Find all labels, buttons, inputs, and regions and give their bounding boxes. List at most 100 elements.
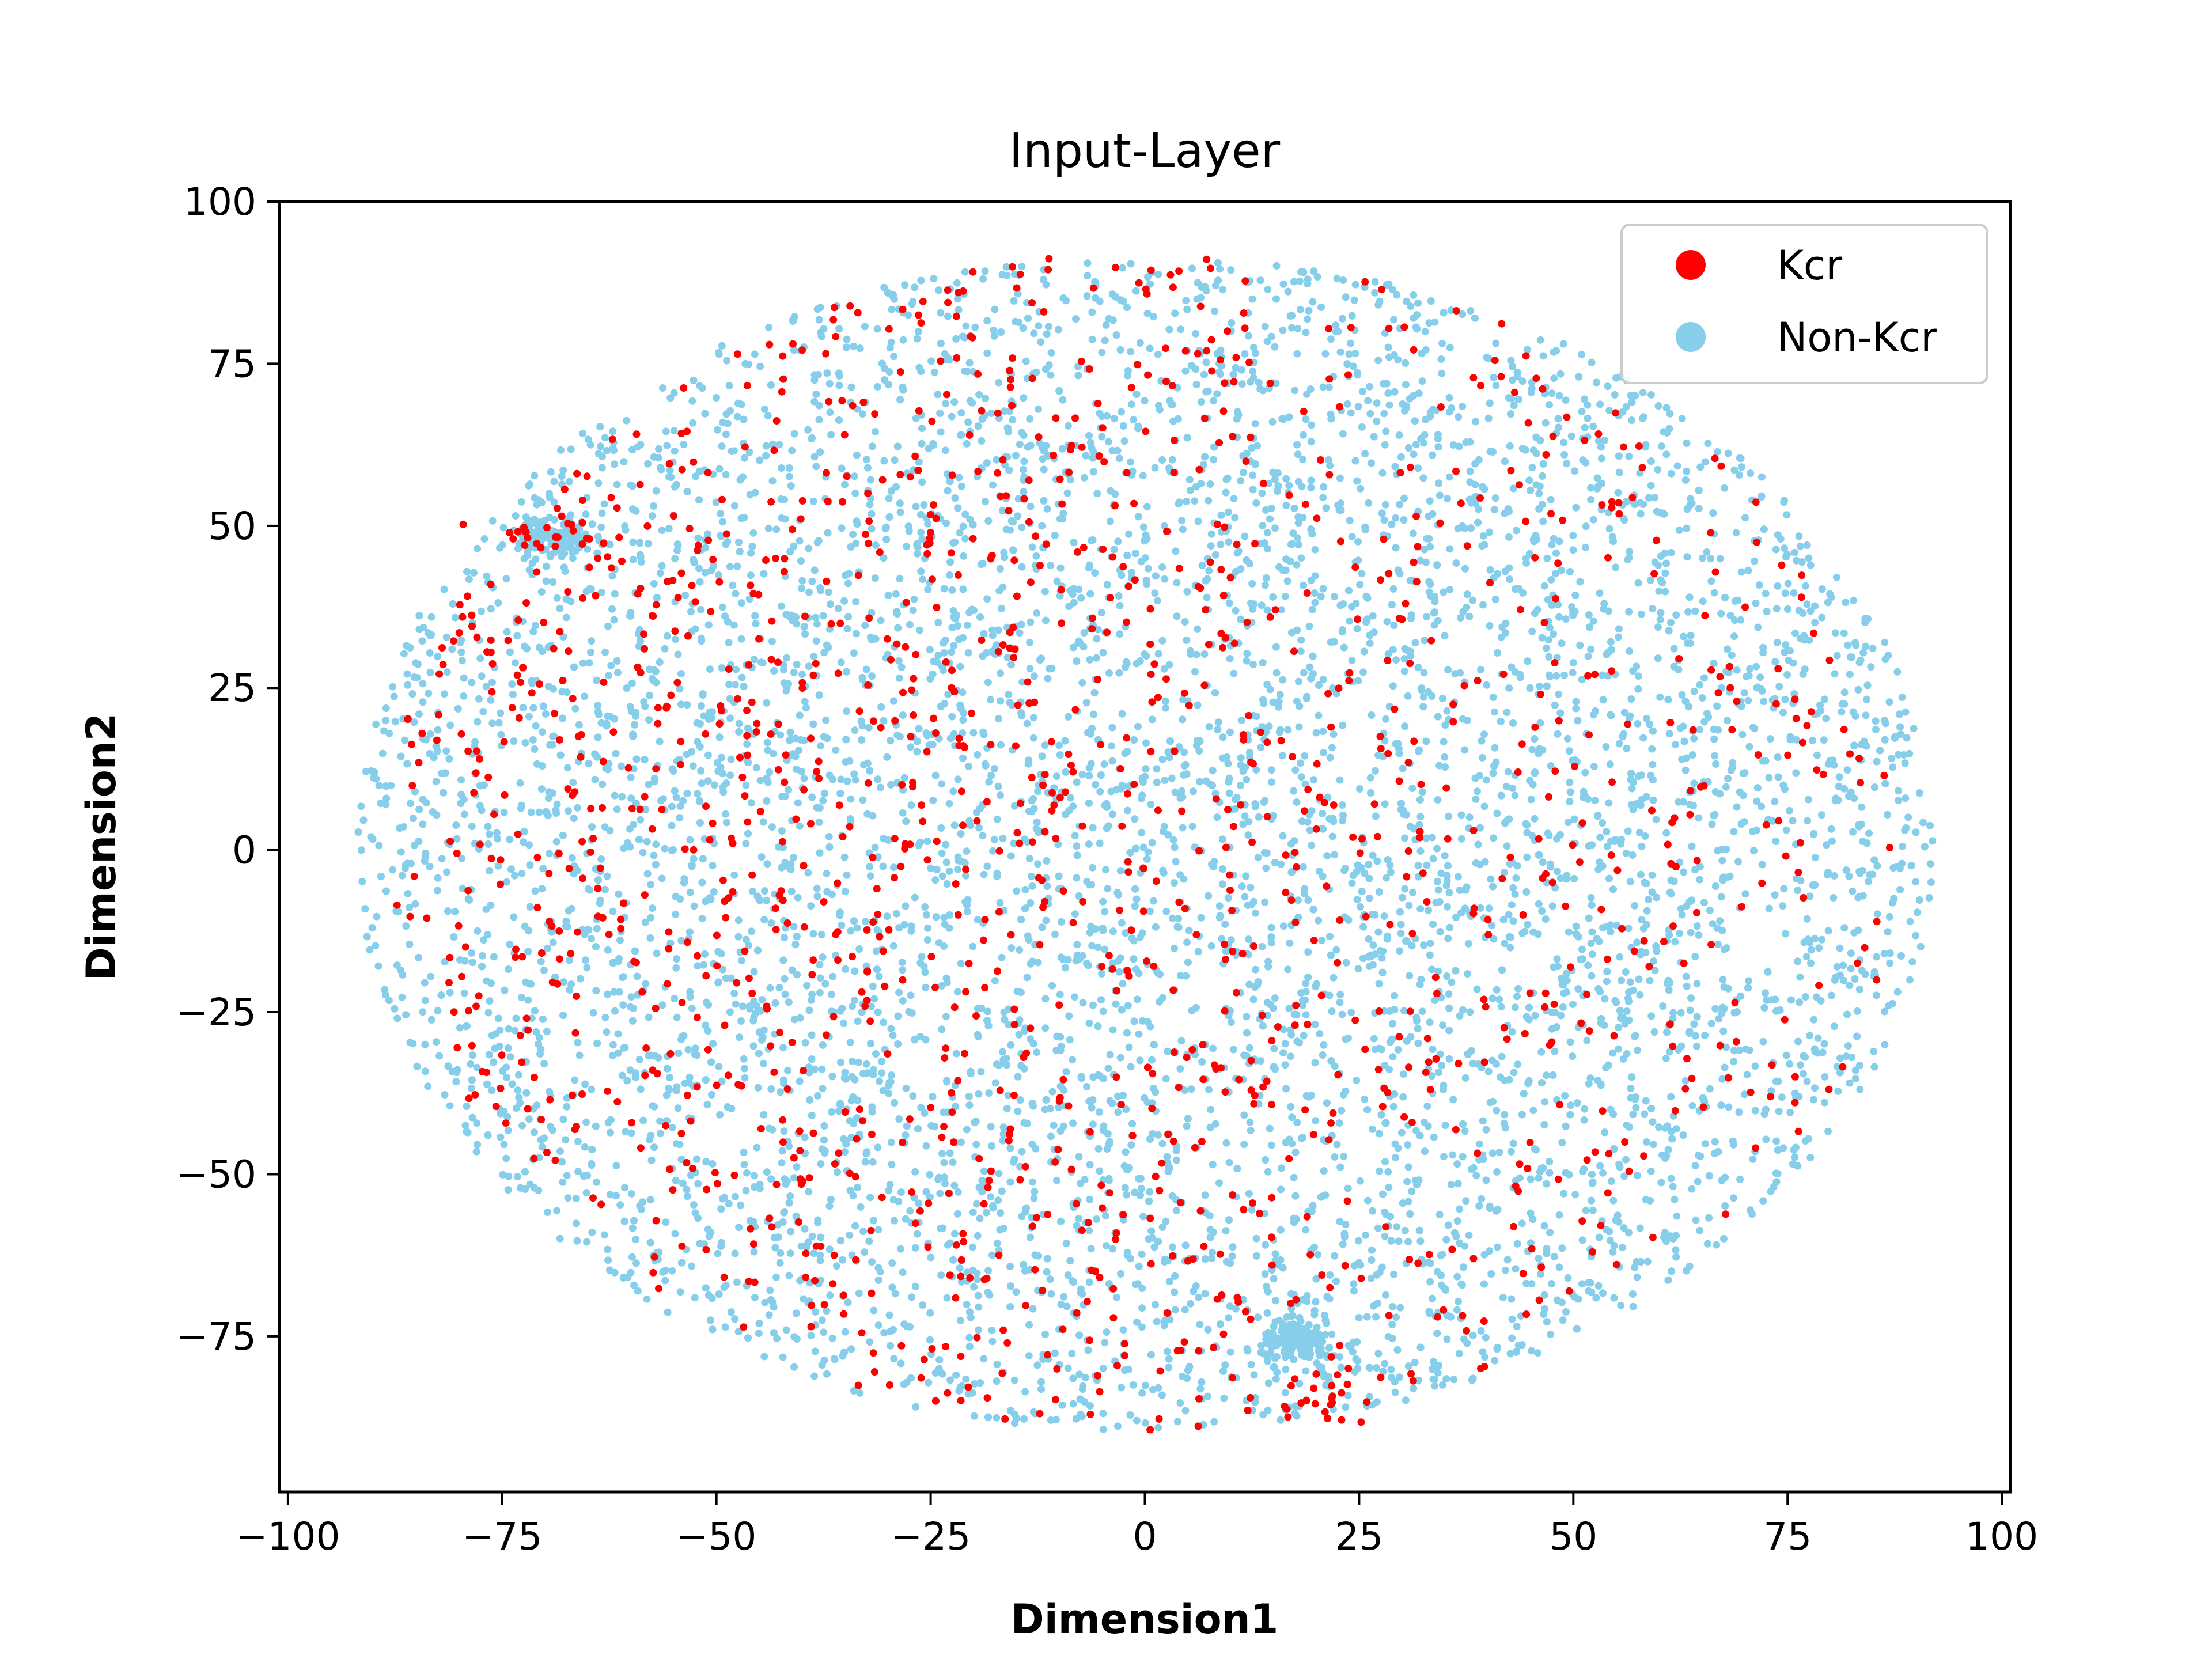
non-kcr-point <box>664 1308 672 1316</box>
non-kcr-point <box>609 907 617 915</box>
non-kcr-point <box>750 1248 758 1256</box>
non-kcr-point <box>1305 622 1313 630</box>
non-kcr-point <box>1906 918 1914 926</box>
non-kcr-point <box>1132 287 1140 295</box>
non-kcr-point <box>629 538 637 546</box>
non-kcr-point <box>913 1230 921 1238</box>
non-kcr-point <box>726 771 734 779</box>
non-kcr-point <box>1354 1365 1362 1373</box>
non-kcr-point <box>851 726 859 734</box>
non-kcr-point <box>868 525 876 533</box>
non-kcr-point <box>1459 403 1467 410</box>
non-kcr-point <box>1001 407 1009 415</box>
non-kcr-point <box>946 911 954 919</box>
non-kcr-point <box>1698 554 1706 562</box>
non-kcr-point <box>1224 760 1232 767</box>
non-kcr-point <box>752 764 760 772</box>
non-kcr-point <box>868 1108 876 1116</box>
non-kcr-point <box>474 718 482 726</box>
non-kcr-point <box>1401 834 1409 842</box>
non-kcr-point <box>953 279 961 287</box>
non-kcr-point <box>528 1014 536 1022</box>
non-kcr-point <box>1469 596 1477 604</box>
non-kcr-point <box>1351 281 1359 289</box>
non-kcr-point <box>1639 389 1647 397</box>
non-kcr-point <box>1594 437 1603 445</box>
non-kcr-point <box>805 1188 813 1196</box>
non-kcr-point <box>393 961 401 969</box>
non-kcr-point <box>1389 1103 1397 1111</box>
non-kcr-point <box>1755 581 1763 589</box>
non-kcr-point <box>1025 1352 1033 1360</box>
non-kcr-point <box>1501 940 1509 948</box>
non-kcr-point <box>1059 294 1067 302</box>
non-kcr-point <box>1843 766 1851 774</box>
non-kcr-point <box>737 1201 745 1209</box>
non-kcr-point <box>688 1004 696 1012</box>
non-kcr-point <box>1447 1181 1455 1188</box>
non-kcr-point <box>1029 734 1037 742</box>
non-kcr-point <box>1671 938 1679 946</box>
non-kcr-point <box>1502 1266 1509 1274</box>
non-kcr-point <box>810 376 819 384</box>
non-kcr-point <box>1118 710 1126 718</box>
non-kcr-point <box>1617 1301 1625 1309</box>
non-kcr-point <box>1786 1108 1794 1116</box>
non-kcr-point <box>1865 877 1873 885</box>
non-kcr-point <box>1558 639 1566 647</box>
non-kcr-point <box>1581 768 1589 777</box>
non-kcr-point <box>1603 978 1611 986</box>
non-kcr-point <box>564 1194 572 1202</box>
non-kcr-point <box>834 604 842 612</box>
non-kcr-point <box>808 1111 816 1119</box>
non-kcr-point <box>1590 763 1598 771</box>
non-kcr-point <box>1670 645 1678 653</box>
non-kcr-point <box>424 1082 432 1090</box>
non-kcr-point <box>1247 1127 1255 1135</box>
non-kcr-point <box>1181 1306 1189 1314</box>
non-kcr-point <box>1489 448 1497 456</box>
non-kcr-point <box>1462 1197 1470 1205</box>
non-kcr-point <box>1435 1362 1443 1370</box>
non-kcr-point <box>1501 1111 1509 1119</box>
non-kcr-point <box>1055 741 1063 749</box>
non-kcr-point <box>1179 824 1187 832</box>
non-kcr-point <box>1589 422 1597 430</box>
non-kcr-point <box>1585 1287 1593 1295</box>
non-kcr-point <box>812 1308 820 1316</box>
non-kcr-point <box>1513 527 1521 535</box>
non-kcr-point <box>1375 888 1383 896</box>
non-kcr-point <box>467 1060 475 1068</box>
non-kcr-point <box>1759 757 1767 765</box>
non-kcr-point <box>1873 953 1881 961</box>
non-kcr-point <box>1302 1226 1310 1234</box>
non-kcr-point <box>1387 868 1395 876</box>
non-kcr-point <box>374 962 382 970</box>
non-kcr-point <box>506 835 514 843</box>
non-kcr-point <box>689 419 697 427</box>
non-kcr-point <box>1213 813 1221 821</box>
non-kcr-point <box>574 804 582 812</box>
non-kcr-point <box>897 663 906 671</box>
non-kcr-point <box>760 1353 768 1361</box>
non-kcr-point <box>948 412 956 421</box>
non-kcr-point <box>1553 868 1561 876</box>
non-kcr-point <box>1581 395 1589 403</box>
non-kcr-point <box>1085 1019 1093 1027</box>
non-kcr-point <box>510 913 518 921</box>
non-kcr-point <box>849 1058 856 1065</box>
non-kcr-point <box>1545 653 1553 661</box>
non-kcr-point <box>1251 420 1259 428</box>
non-kcr-point <box>888 305 896 313</box>
non-kcr-point <box>937 428 945 436</box>
non-kcr-point <box>1569 1052 1577 1060</box>
non-kcr-point <box>1721 484 1729 492</box>
non-kcr-point <box>565 478 573 486</box>
non-kcr-point <box>1850 742 1858 750</box>
non-kcr-point <box>1124 367 1132 374</box>
non-kcr-point <box>1197 294 1205 302</box>
non-kcr-point <box>927 1253 935 1262</box>
non-kcr-point <box>1300 669 1308 677</box>
non-kcr-point <box>796 822 804 830</box>
non-kcr-point <box>1319 809 1327 817</box>
